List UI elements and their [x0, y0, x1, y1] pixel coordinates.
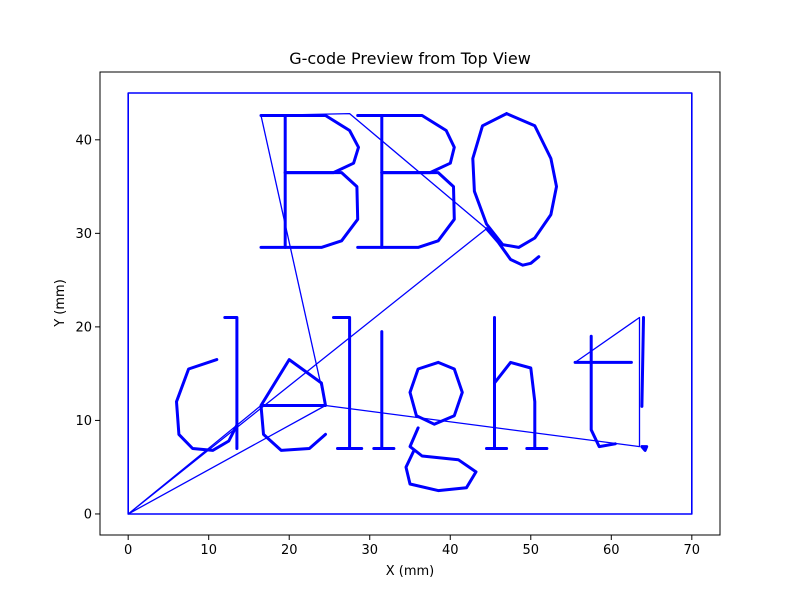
glyph-stroke-bbq-8	[485, 227, 541, 267]
plot-frame	[99, 71, 721, 536]
glyph-stroke-delight-3	[259, 358, 327, 452]
y-tick-label: 0	[84, 507, 92, 522]
glyph-stroke-delight-5	[372, 330, 396, 450]
glyph-stroke-bbq-4	[356, 114, 384, 249]
y-tick-label: 10	[75, 414, 92, 429]
glyph-stroke-delight-12	[640, 316, 645, 408]
x-tick-label: 10	[200, 543, 217, 558]
y-axis: 0 10 20 30 40	[75, 133, 100, 522]
x-axis-label: X (mm)	[386, 564, 435, 579]
y-tick-label: 40	[75, 133, 92, 148]
x-tick-label: 30	[361, 543, 378, 558]
glyph-stroke-bbq-3	[283, 171, 360, 249]
glyph-stroke-delight-2	[223, 316, 239, 450]
x-tick-label: 0	[124, 543, 132, 558]
glyph-stroke-delight-10	[589, 334, 617, 449]
glyph-stroke-bbq-6	[380, 171, 456, 249]
y-tick-label: 30	[75, 227, 92, 242]
glyph-stroke-bbq-1	[259, 114, 287, 249]
x-tick-label: 20	[281, 543, 298, 558]
glyph-stroke-delight-13	[640, 445, 649, 452]
chart-title: G-code Preview from Top View	[289, 49, 531, 68]
x-tick-label: 70	[684, 543, 701, 558]
x-tick-label: 50	[523, 543, 540, 558]
glyph-stroke-delight-9	[493, 360, 549, 450]
glyph-stroke-delight-6	[408, 360, 464, 426]
y-tick-label: 20	[75, 320, 92, 335]
travel-move-path	[127, 112, 641, 515]
text-path-bbq	[259, 112, 558, 267]
glyph-stroke-delight-1	[175, 358, 239, 452]
plot-area	[127, 92, 693, 515]
x-tick-label: 60	[603, 543, 620, 558]
x-tick-label: 40	[442, 543, 459, 558]
x-axis: 0 10 20 30 40 50 60 70	[124, 535, 700, 558]
glyph-stroke-bbq-7	[471, 112, 558, 249]
bed-border-path	[127, 92, 693, 515]
glyph-stroke-delight-7	[404, 426, 478, 493]
text-path-delight	[175, 316, 649, 493]
y-axis-label: Y (mm)	[53, 279, 68, 328]
glyph-stroke-delight-4	[332, 316, 364, 450]
